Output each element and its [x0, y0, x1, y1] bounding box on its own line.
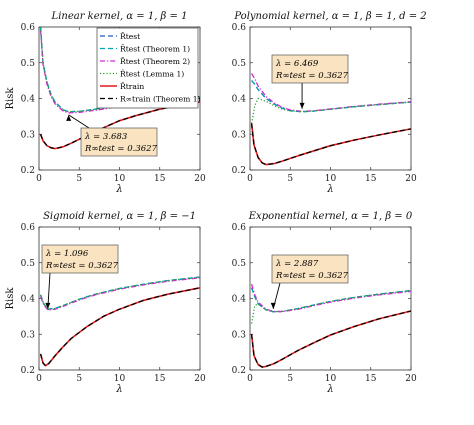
annotation-lambda: λ = 3.683: [84, 132, 127, 142]
y-tick-label: 0.2: [232, 166, 246, 176]
x-axis-label: λ: [115, 184, 122, 195]
series-line-3: [250, 284, 412, 313]
y-tick-label: 0.2: [21, 166, 35, 176]
x-tick-label: 0: [247, 374, 253, 384]
y-tick-label: 0.4: [232, 95, 247, 105]
annotation-arrowhead: [66, 114, 72, 121]
annotation-arrowhead: [299, 102, 305, 109]
x-tick-label: 5: [287, 174, 293, 184]
y-tick-label: 0.3: [232, 130, 247, 140]
legend-entry: R̂test: [120, 32, 140, 41]
x-tick-label: 15: [365, 174, 377, 184]
chart-panel-3: Sigmoid kernel, α = 1, β = −1 0 5 10 15 20 0.2…: [5, 211, 206, 395]
legend-entry: R∞train (Theorem 1): [120, 95, 201, 104]
chart-title: Exponential kernel, α = 1, β = 0: [248, 211, 413, 222]
x-tick-label: 5: [287, 374, 293, 384]
x-axis-label: λ: [326, 184, 333, 195]
plot-area: [249, 226, 412, 371]
chart-title: Linear kernel, α = 1, β = 1: [51, 11, 188, 22]
annotation-arrow: [68, 114, 90, 129]
series-line-6: [250, 123, 412, 166]
x-tick-label: 10: [114, 374, 126, 384]
y-tick-label: 0.5: [232, 59, 247, 69]
y-tick-label: 0.2: [232, 366, 246, 376]
series-line-6: [250, 310, 412, 368]
y-tick-label: 0.3: [21, 330, 36, 340]
x-tick-label: 0: [36, 174, 42, 184]
x-tick-label: 15: [154, 374, 166, 384]
x-tick-label: 0: [247, 174, 253, 184]
legend: R̂test R̄test (Theorem 1) R̄test (Theorem …: [96, 27, 201, 109]
chart-title: Polynomial kernel, α = 1, β = 1, d = 2: [233, 11, 426, 22]
x-tick-label: 15: [154, 174, 166, 184]
x-axis-label: λ: [326, 384, 333, 395]
y-tick-label: 0.5: [232, 259, 247, 269]
legend-box: [96, 27, 199, 109]
y-axis-label: Risk: [5, 87, 16, 110]
x-tick-label: 5: [76, 174, 82, 184]
annotation-arrowhead: [270, 302, 276, 309]
y-tick-label: 0.6: [232, 223, 247, 233]
plot-area: [249, 26, 412, 171]
x-axis-label: λ: [115, 384, 122, 395]
annotation-lambda: λ = 2.887: [275, 259, 319, 269]
annotation-risk: R∞test = 0.3627: [275, 271, 349, 281]
legend-entry: R̂train: [120, 82, 144, 91]
annotation-lambda: λ = 6.469: [275, 59, 319, 69]
y-tick-label: 0.4: [21, 295, 36, 305]
series-line-6: [39, 287, 201, 367]
series-line-3: [39, 277, 201, 311]
y-tick-label: 0.3: [232, 330, 247, 340]
legend-entry: R̂test (Lemma 1): [120, 70, 184, 79]
x-tick-label: 10: [325, 374, 337, 384]
y-axis-label: Risk: [5, 287, 16, 310]
y-tick-label: 0.5: [21, 259, 36, 269]
x-tick-label: 20: [194, 374, 206, 384]
chart-panel-1: Linear kernel, α = 1, β = 1 0 5 10 15 20 0.2 0.…: [5, 11, 206, 195]
x-tick-label: 10: [114, 174, 126, 184]
y-tick-label: 0.2: [21, 366, 35, 376]
annotation-risk: R∞test = 0.3627: [84, 144, 158, 154]
chart-title: Sigmoid kernel, α = 1, β = −1: [43, 211, 196, 222]
y-tick-label: 0.6: [21, 223, 36, 233]
annotation-risk: R∞test = 0.3627: [45, 261, 119, 271]
series-line-2: [39, 276, 201, 310]
legend-entry: R̄test (Theorem 2): [120, 57, 190, 66]
legend-entry: R̄test (Theorem 1): [120, 44, 190, 53]
y-tick-label: 0.4: [232, 295, 247, 305]
x-tick-label: 20: [405, 374, 417, 384]
chart-panel-4: Exponential kernel, α = 1, β = 0 0 5 10 15 20…: [232, 211, 417, 395]
series-line-6: [39, 101, 201, 150]
chart-panel-2: Polynomial kernel, α = 1, β = 1, d = 2 0 5…: [232, 11, 427, 195]
annotation-arrowhead: [45, 302, 51, 309]
x-tick-label: 20: [405, 174, 417, 184]
annotation-lambda: λ = 1.096: [45, 249, 89, 259]
y-tick-label: 0.6: [21, 23, 36, 33]
annotation-box: [80, 127, 158, 157]
annotation-risk: R∞test = 0.3627: [275, 71, 349, 81]
series-line-4: [250, 97, 412, 124]
y-tick-label: 0.6: [232, 23, 247, 33]
x-tick-label: 10: [325, 174, 337, 184]
annotation-box: [271, 254, 349, 284]
x-tick-label: 20: [194, 174, 206, 184]
x-tick-label: 5: [76, 374, 82, 384]
y-tick-label: 0.4: [21, 95, 36, 105]
annotation-box: [41, 244, 119, 274]
x-tick-label: 0: [36, 374, 42, 384]
y-tick-label: 0.3: [21, 130, 36, 140]
y-tick-label: 0.5: [21, 59, 36, 69]
x-tick-label: 15: [365, 374, 377, 384]
series-line-4: [39, 276, 201, 310]
annotation-box: [271, 54, 349, 84]
